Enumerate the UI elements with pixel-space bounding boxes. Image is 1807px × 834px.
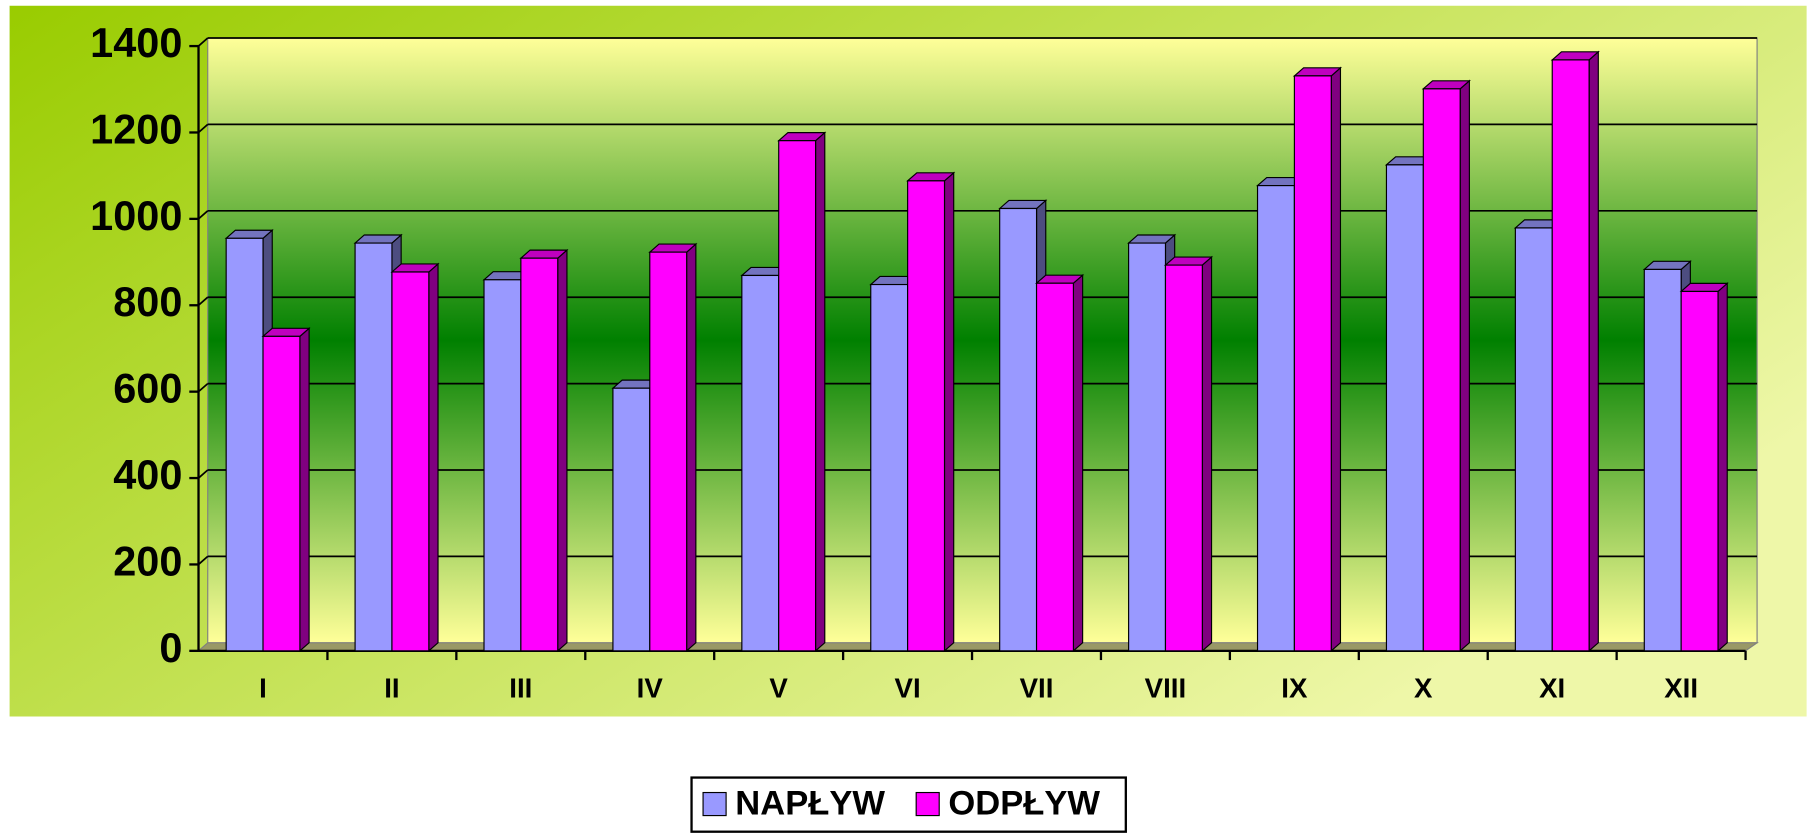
grid-line	[197, 296, 209, 306]
y-tick-label: 1200	[90, 105, 182, 152]
bar	[262, 335, 301, 652]
bar-side	[1588, 50, 1599, 653]
grid-line	[197, 210, 209, 220]
legend	[690, 776, 1127, 833]
bar-side	[1330, 66, 1342, 653]
bar	[225, 237, 264, 652]
bar	[1385, 164, 1424, 652]
legend-marker	[702, 791, 727, 817]
y-tick-label: 400	[113, 451, 182, 498]
bar	[354, 242, 393, 652]
bar	[1422, 88, 1461, 652]
bar	[1293, 75, 1332, 652]
bar-side	[1201, 255, 1213, 653]
y-tick-label: 600	[113, 365, 182, 412]
legend-label: NAPŁYW	[735, 784, 885, 822]
x-tick-label: III	[509, 672, 532, 703]
x-tick-label: IX	[1281, 672, 1308, 703]
bar	[778, 140, 817, 652]
bar-side	[299, 327, 310, 653]
bar	[649, 251, 688, 652]
grid-line	[197, 123, 209, 134]
bar	[1514, 227, 1553, 652]
y-tick-label: 800	[113, 278, 182, 325]
bar	[483, 279, 522, 652]
grid-line	[197, 37, 209, 47]
bar	[1680, 290, 1719, 652]
x-tick-label: I	[259, 672, 267, 703]
bar	[612, 387, 651, 652]
bar	[1643, 268, 1682, 652]
bar-side	[814, 131, 826, 653]
x-tick-label: II	[384, 672, 399, 703]
y-tick-label: 200	[113, 537, 182, 584]
bar	[999, 207, 1038, 652]
bar	[1551, 59, 1590, 652]
bar-side	[943, 171, 955, 653]
bar-side	[1072, 273, 1084, 653]
bar	[1164, 264, 1203, 652]
bar	[1035, 282, 1074, 652]
x-tick-label: VI	[895, 672, 921, 703]
bar-side	[1459, 79, 1470, 653]
y-tick-label: 1000	[90, 192, 182, 239]
grid-line	[197, 555, 209, 566]
bar-side	[686, 242, 697, 653]
bar	[520, 257, 559, 652]
x-tick-label: V	[769, 672, 788, 703]
x-tick-label: IV	[637, 672, 664, 703]
x-tick-label: XI	[1539, 672, 1565, 703]
bar	[391, 271, 430, 652]
x-tick-label: VII	[1020, 672, 1054, 703]
x-tick-label: X	[1414, 672, 1433, 703]
y-tick-label: 1400	[90, 19, 182, 66]
bar-side	[557, 248, 568, 653]
x-tick-label: XII	[1664, 672, 1698, 703]
bar-side	[428, 262, 439, 653]
x-tick-label: VIII	[1145, 672, 1186, 703]
legend-marker	[915, 791, 940, 817]
bar	[907, 180, 946, 652]
grid-line	[197, 382, 209, 393]
bar	[870, 283, 909, 652]
bar	[1256, 185, 1295, 652]
bar	[741, 274, 780, 652]
y-tick-label: 0	[159, 624, 182, 671]
grid-line	[197, 469, 209, 479]
legend-label: ODPŁYW	[948, 784, 1100, 822]
bar-side	[1717, 282, 1728, 653]
bar	[1128, 242, 1167, 652]
